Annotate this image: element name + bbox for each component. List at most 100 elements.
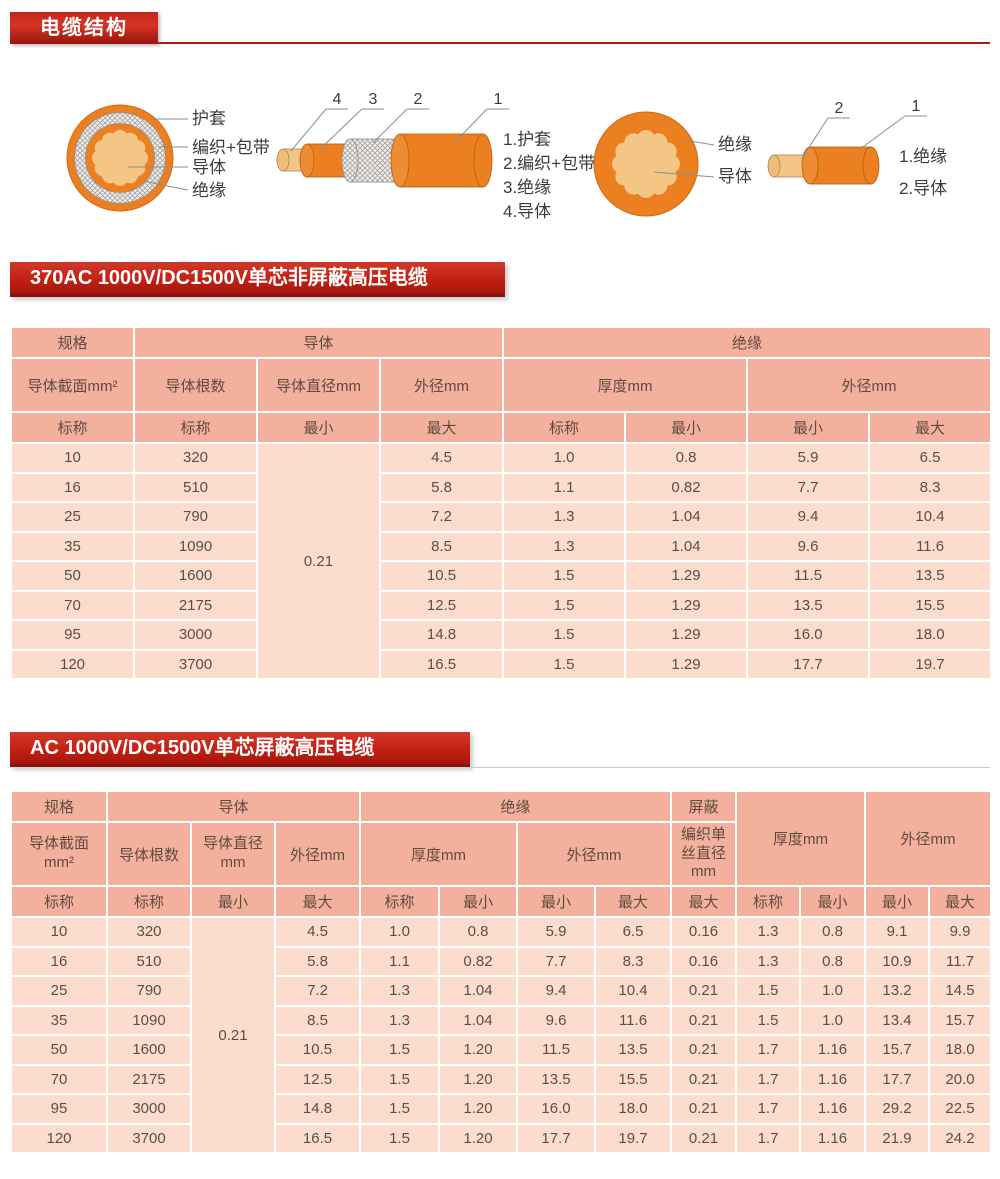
- table-row: 50 1600 10.5 1.5 1.20 11.5 13.5 0.21 1.7…: [10, 1034, 993, 1066]
- table-cell: 7.7: [746, 471, 870, 503]
- table-cell: 13.4: [864, 1004, 931, 1036]
- table-cell: 6.5: [867, 442, 993, 474]
- t2-group-conductor: 导体: [106, 790, 361, 823]
- table-cell: 11.6: [593, 1004, 673, 1036]
- legend-braid: 2.编织+包带: [503, 154, 595, 173]
- table-cell: 1.0: [799, 975, 867, 1007]
- table-cell: 1.7: [735, 1093, 802, 1125]
- table-cell: 18.0: [593, 1093, 673, 1125]
- t1-group-insulation: 绝缘: [501, 326, 993, 359]
- section-title: 电缆结构: [10, 12, 158, 44]
- table-cell: 10: [10, 916, 108, 948]
- table-cell: 13.5: [593, 1034, 673, 1066]
- table-cell: 0.21: [670, 975, 738, 1007]
- conductor-scallop-icon: [92, 130, 148, 186]
- table-cell: 50: [10, 560, 135, 592]
- table-cell: 95: [10, 1093, 108, 1125]
- sub-header-row: 标称 标称 最小 最大 标称 最小 最小 最大: [10, 411, 993, 444]
- table-cell: 10.5: [379, 560, 504, 592]
- table-row: 70 2175 12.5 1.5 1.20 13.5 15.5 0.21 1.7…: [10, 1063, 993, 1095]
- table-cell: 1.5: [735, 1004, 802, 1036]
- table-cell: 0.21: [670, 1063, 738, 1095]
- cable-simple-icon: 2 1 1.绝缘 2.导体: [767, 98, 947, 198]
- t2-col-ins-thickness: 厚度mm: [359, 821, 518, 887]
- table-cell: 50: [10, 1034, 108, 1066]
- callout-4: 4: [333, 91, 342, 108]
- table-cell: 70: [10, 1063, 108, 1095]
- cross-section-full-icon: 护套 编织+包带 导体 绝缘: [66, 104, 270, 212]
- table-cell: 16.5: [379, 648, 504, 680]
- t1-sub-5: 最小: [624, 411, 748, 444]
- t2-col-braid-wire-diameter: 编织单 丝直径 mm: [670, 821, 738, 887]
- table-cell: 10.4: [593, 975, 673, 1007]
- t2-col-conductor-od: 外径mm: [274, 821, 361, 887]
- table-cell: 35: [10, 530, 135, 562]
- table-cell: 5.8: [379, 471, 504, 503]
- group-header-row: 规格 导体 绝缘: [10, 326, 993, 359]
- table-cell: 0.8: [799, 945, 867, 977]
- column-header-row: 导体截面mm² 导体根数 导体直径mm 外径mm 厚度mm 外径mm: [10, 357, 993, 413]
- group-header-row: 规格 导体 绝缘 屏蔽 厚度mm 外径mm: [10, 790, 993, 887]
- sub-header-row: 标称 标称 最小 最大 标称 最小 最小 最大 最大 标称 最小 最小 最大: [10, 885, 993, 918]
- table-cell: 1600: [106, 1034, 192, 1066]
- table-cell: 5.9: [746, 442, 870, 474]
- table-cell: 1.20: [438, 1122, 518, 1154]
- table-cell: 6.5: [593, 916, 673, 948]
- table-row: 10 320 0.21 4.5 1.0 0.8 5.9 6.5: [10, 442, 993, 680]
- table-cell: 14.8: [274, 1093, 361, 1125]
- table-cell: 8.3: [867, 471, 993, 503]
- table-cell: 1.1: [359, 945, 440, 977]
- table-cell: 15.7: [928, 1004, 993, 1036]
- table-cell: 1.0: [799, 1004, 867, 1036]
- table-cell: 1.5: [359, 1093, 440, 1125]
- table-cell: 95: [10, 619, 135, 651]
- table-cell: 1.5: [359, 1063, 440, 1095]
- table-cell: 1.3: [502, 530, 626, 562]
- table-cell: 11.7: [928, 945, 993, 977]
- table-cell: 9.6: [746, 530, 870, 562]
- table-body: 10 320 0.21 4.5 1.0 0.8 5.9 6.5 16 510 5…: [10, 442, 993, 680]
- table-cell: 1.5: [502, 589, 626, 621]
- callout-2: 2: [835, 100, 844, 117]
- label-sheath: 护套: [192, 109, 226, 128]
- t1-sub-3: 最大: [379, 411, 504, 444]
- table-cell: 320: [106, 916, 192, 948]
- table-cell: 3700: [106, 1122, 192, 1154]
- table-cell: 0.8: [438, 916, 518, 948]
- table-cell: 1.3: [359, 975, 440, 1007]
- table-cell: 1.3: [735, 916, 802, 948]
- t1-sub-7: 最大: [867, 411, 993, 444]
- table-row: 16 510 5.8 1.1 0.82 7.7 8.3 0.16 1.3 0.8…: [10, 945, 993, 977]
- leader-lines: [128, 118, 189, 191]
- table-cell: 35: [10, 1004, 108, 1036]
- t2-group-sheath-thickness: 厚度mm: [735, 790, 867, 887]
- legend-insulation: 3.绝缘: [503, 178, 551, 197]
- t2-sub-7: 最大: [593, 885, 673, 918]
- table-cell: 1.20: [438, 1093, 518, 1125]
- table-row: 35 1090 8.5 1.3 1.04 9.6 11.6 0.21 1.5 1…: [10, 1004, 993, 1036]
- table-row: 95 3000 14.8 1.5 1.20 16.0 18.0 0.21 1.7…: [10, 1093, 993, 1125]
- label-conductor: 导体: [192, 158, 226, 177]
- legend-conductor: 4.导体: [503, 202, 551, 221]
- table-cell: 4.5: [274, 916, 361, 948]
- leader-lines: [653, 139, 715, 178]
- table-body: 10 320 0.21 4.5 1.0 0.8 5.9 6.5 0.16 1.3…: [10, 916, 993, 1154]
- table-cell: 9.1: [864, 916, 931, 948]
- table-cell: 11.5: [516, 1034, 596, 1066]
- callout-1: 1: [912, 98, 921, 115]
- table-cell: 320: [133, 442, 258, 474]
- table-cell: 14.5: [928, 975, 993, 1007]
- t1-col-strand-count: 导体根数: [133, 357, 258, 413]
- banner-tail-rule: [468, 767, 990, 768]
- cross-section-simple-icon: 绝缘 导体: [593, 111, 752, 217]
- table-cell: 1.20: [438, 1034, 518, 1066]
- table-cell: 8.3: [593, 945, 673, 977]
- table-row: 95 3000 14.8 1.5 1.29 16.0 18.0: [10, 619, 993, 651]
- banner-shielded-cable: AC 1000V/DC1500V单芯屏蔽高压电缆: [10, 732, 470, 767]
- t2-col-cross-section: 导体截面 mm²: [10, 821, 108, 887]
- table-cell: 0.21: [670, 1122, 738, 1154]
- table-cell: 12.5: [379, 589, 504, 621]
- t2-sub-2: 最小: [190, 885, 276, 918]
- label-braid: 编织+包带: [192, 138, 270, 157]
